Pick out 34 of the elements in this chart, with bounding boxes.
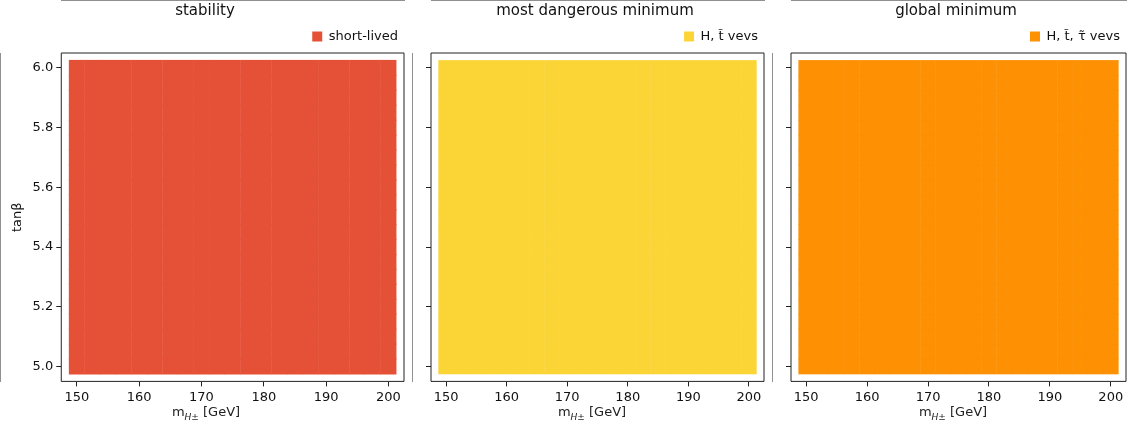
- x-tick-label: 160: [126, 388, 152, 404]
- x-axis-title: m$_{H±}$ [GeV]: [556, 404, 628, 422]
- x-tick-label: 190: [675, 388, 701, 404]
- chart-title: global minimum: [895, 0, 1017, 19]
- y-tick-label: 5.0: [32, 357, 54, 373]
- x-tick-label: 180: [251, 388, 277, 404]
- x-tick-label: 150: [64, 388, 90, 404]
- x-tick-label: 200: [736, 388, 762, 404]
- x-axis-title: m$_{H±}$ [GeV]: [170, 404, 242, 422]
- y-axis-title: tanβ: [9, 202, 25, 232]
- legend-label: short-lived: [328, 27, 398, 43]
- y-tick-label: 5.8: [32, 119, 54, 135]
- x-tick-label: 150: [793, 388, 819, 404]
- x-tick-label: 190: [1037, 388, 1063, 404]
- y-tick-label: 6.0: [32, 59, 54, 75]
- x-tick-label: 190: [313, 388, 339, 404]
- x-tick-label: 160: [854, 388, 880, 404]
- x-tick-label: 200: [1098, 388, 1124, 404]
- x-tick-label: 170: [554, 388, 580, 404]
- x-tick-label: 180: [976, 388, 1002, 404]
- x-tick-label: 200: [376, 388, 401, 404]
- x-axis-title: m$_{H±}$ [GeV]: [917, 404, 989, 422]
- y-tick-label: 5.6: [32, 178, 54, 194]
- x-tick-label: 180: [615, 388, 641, 404]
- y-tick-label: 5.2: [32, 298, 54, 314]
- x-tick-label: 150: [433, 388, 459, 404]
- x-tick-label: 170: [189, 388, 214, 404]
- x-tick-label: 160: [494, 388, 520, 404]
- chart-title: most dangerous minimum: [496, 0, 694, 19]
- chart-title: stability: [175, 0, 235, 19]
- y-tick-label: 5.4: [32, 238, 54, 254]
- legend-label: H, t̃, τ̃ vevs: [1046, 27, 1121, 43]
- x-tick-label: 170: [915, 388, 941, 404]
- legend-label: H, t̃ vevs: [700, 27, 759, 43]
